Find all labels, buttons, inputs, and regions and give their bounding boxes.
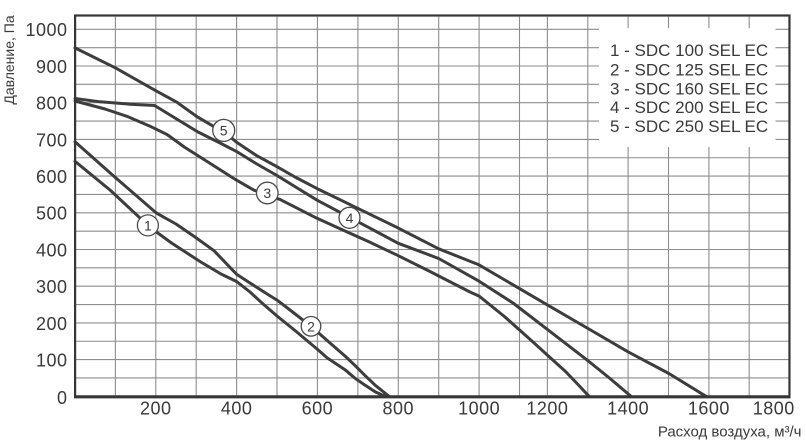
svg-text:4: 4 (346, 210, 354, 226)
svg-text:Давление, Па: Давление, Па (1, 15, 17, 105)
svg-text:200: 200 (36, 314, 68, 334)
svg-text:3: 3 (263, 185, 271, 201)
svg-text:400: 400 (221, 399, 253, 419)
svg-text:0: 0 (57, 388, 68, 408)
svg-text:100: 100 (36, 351, 68, 371)
svg-text:400: 400 (36, 240, 68, 260)
svg-text:1: 1 (144, 217, 152, 233)
svg-text:2: 2 (307, 318, 315, 334)
svg-text:2 - SDC 125 SEL EC: 2 - SDC 125 SEL EC (610, 61, 768, 80)
svg-text:200: 200 (140, 399, 172, 419)
svg-text:3 - SDC 160 SEL EC: 3 - SDC 160 SEL EC (610, 80, 768, 99)
svg-text:1000: 1000 (458, 399, 500, 419)
svg-text:Расход воздуха, м³/ч: Расход воздуха, м³/ч (658, 424, 802, 441)
svg-text:500: 500 (36, 204, 68, 224)
svg-text:1200: 1200 (526, 399, 568, 419)
svg-text:1600: 1600 (688, 399, 730, 419)
svg-text:1000: 1000 (25, 20, 67, 40)
svg-text:1 - SDC 100 SEL EC: 1 - SDC 100 SEL EC (610, 41, 768, 60)
svg-text:600: 600 (36, 167, 68, 187)
svg-text:5 - SDC 250 SEL EC: 5 - SDC 250 SEL EC (610, 117, 768, 136)
svg-text:1400: 1400 (607, 399, 649, 419)
svg-text:700: 700 (36, 130, 68, 150)
svg-text:600: 600 (302, 399, 334, 419)
svg-text:800: 800 (36, 94, 68, 114)
svg-text:800: 800 (383, 399, 415, 419)
svg-text:5: 5 (220, 122, 228, 138)
svg-text:300: 300 (36, 277, 68, 297)
svg-text:1800: 1800 (753, 399, 795, 419)
svg-text:4 - SDC 200 SEL EC: 4 - SDC 200 SEL EC (610, 98, 768, 117)
svg-text:900: 900 (36, 57, 68, 77)
